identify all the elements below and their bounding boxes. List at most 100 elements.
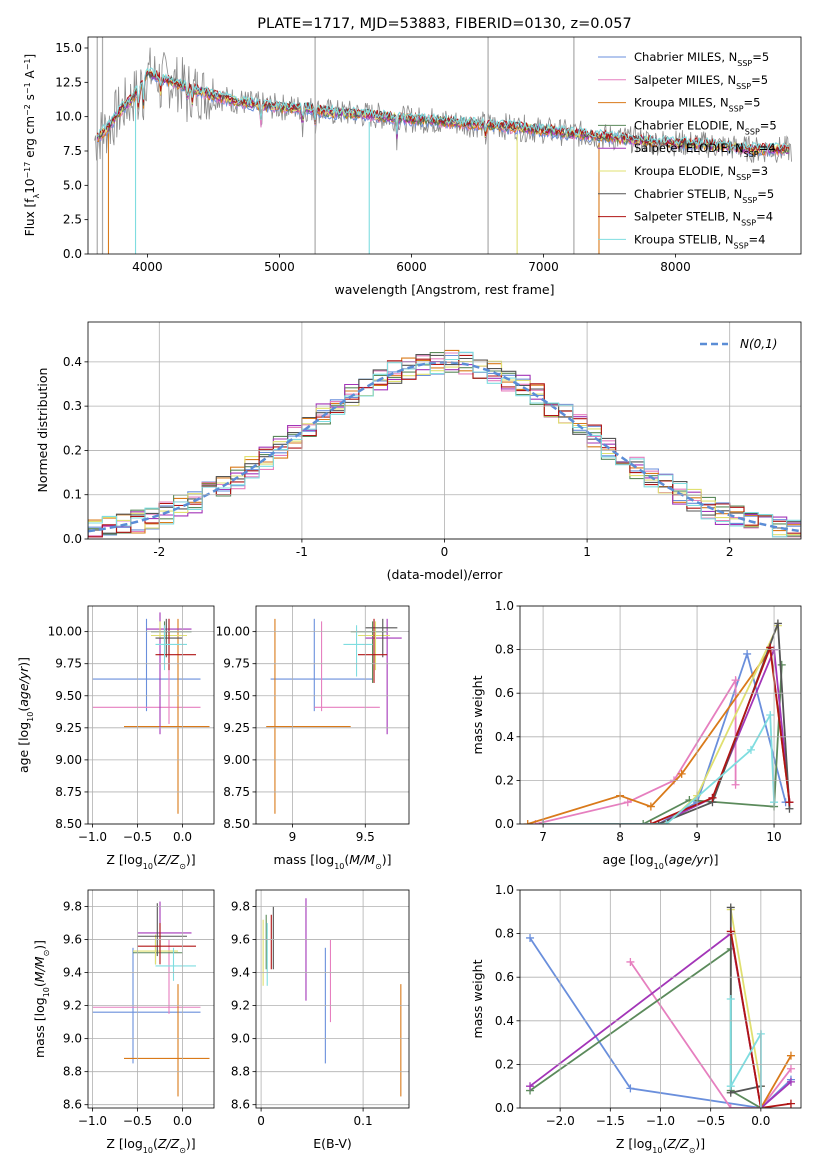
x-tick-label: 5000 bbox=[264, 260, 295, 274]
data-point-marker bbox=[746, 745, 755, 754]
y-axis-label: age [log10(age/yr)] bbox=[16, 657, 35, 773]
plot-area bbox=[92, 612, 210, 814]
y-axis-label: mass [log10(M/M⊙)] bbox=[32, 940, 51, 1058]
data-point-marker bbox=[766, 711, 775, 719]
data-point-marker bbox=[523, 820, 532, 824]
axes-frame bbox=[519, 605, 802, 825]
y-tick-label: 8.50 bbox=[55, 817, 82, 831]
y-tick-label: 9.75 bbox=[55, 657, 82, 671]
chart-title: PLATE=1717, MJD=53883, FIBERID=0130, z=0… bbox=[257, 16, 631, 32]
x-tick-label: −1.0 bbox=[646, 1114, 675, 1128]
chart-panel-7: 0 0.1 8.6 8.8 9.0 9.2 9.4 9.6 9.8 E(B-V) bbox=[231, 889, 410, 1151]
y-tick-label: 9.8 bbox=[63, 900, 82, 914]
x-axis-label: mass [log10(M/M⊙)] bbox=[273, 852, 391, 871]
x-axis-label: age [log10(age/yr)] bbox=[602, 852, 718, 871]
data-point-marker bbox=[677, 769, 686, 778]
chart-panel-3: −1.0 −0.5 0.0 8.50 8.75 9.00 9.25 9.50 9.75 10.00… bbox=[16, 605, 215, 871]
y-tick-label: 0.4 bbox=[495, 1014, 514, 1028]
y-tick-label: 0.0 bbox=[495, 817, 514, 831]
y-tick-label: 0.8 bbox=[495, 643, 514, 657]
axes-frame bbox=[255, 889, 410, 1109]
x-tick-label: 0.0 bbox=[173, 1114, 192, 1128]
y-tick-label: 9.0 bbox=[63, 1032, 82, 1046]
chart-panel-1: 4000 5000 6000 7000 8000 0.0 2.5 5.0 7.5 10.0 12.5… bbox=[23, 16, 802, 297]
y-tick-label: 10.00 bbox=[48, 625, 82, 639]
y-tick-label: 9.00 bbox=[55, 753, 82, 767]
plot-area bbox=[262, 898, 402, 1097]
y-tick-label: 8.8 bbox=[63, 1065, 82, 1079]
x-axis-label: Z [log10(Z/Z⊙)] bbox=[106, 1136, 195, 1155]
legend-label: Salpeter MILES, NSSP=5 bbox=[634, 73, 768, 91]
y-tick-label: 0.2 bbox=[495, 1057, 514, 1071]
x-tick-label: 10 bbox=[766, 830, 781, 844]
mass-weight-line bbox=[729, 931, 792, 1108]
y-tick-label: 9.50 bbox=[223, 689, 250, 703]
y-tick-label: 0.0 bbox=[495, 1101, 514, 1115]
data-point-marker bbox=[726, 1082, 735, 1091]
axes-frame bbox=[255, 605, 410, 825]
y-tick-label: 9.6 bbox=[63, 933, 82, 947]
legend-label: Chabrier STELIB, NSSP=5 bbox=[634, 187, 774, 205]
y-tick-label: 8.8 bbox=[231, 1065, 250, 1079]
legend-label: Chabrier ELODIE, NSSP=5 bbox=[634, 118, 777, 136]
y-tick-label: 8.6 bbox=[63, 1098, 82, 1112]
y-tick-label: 9.50 bbox=[55, 689, 82, 703]
y-tick-label: 1.0 bbox=[495, 599, 514, 613]
x-tick-label: −0.5 bbox=[696, 1114, 725, 1128]
x-axis-label: Z [log10(Z/Z⊙)] bbox=[616, 1136, 705, 1155]
x-tick-label: 9.5 bbox=[356, 830, 375, 844]
y-axis-label: mass weight bbox=[470, 959, 485, 1038]
data-point-marker bbox=[626, 957, 635, 966]
data-point-marker bbox=[786, 1051, 795, 1060]
x-tick-label: 0.0 bbox=[173, 830, 192, 844]
y-axis-label: Flux [fλ10−17 erg cm−2 s−1 A−1] bbox=[23, 54, 41, 236]
data-point-marker bbox=[639, 820, 648, 824]
x-axis-label: wavelength [Angstrom, rest frame] bbox=[334, 282, 554, 297]
axes-frame bbox=[87, 889, 215, 1109]
data-point-marker bbox=[726, 1104, 735, 1108]
x-axis-label: Z [log10(Z/Z⊙)] bbox=[106, 852, 195, 871]
y-tick-label: 8.6 bbox=[231, 1098, 250, 1112]
x-tick-label: 7 bbox=[539, 830, 547, 844]
y-tick-label: 9.00 bbox=[223, 753, 250, 767]
y-tick-label: 9.0 bbox=[231, 1032, 250, 1046]
chart-panel-8: −2.0 −1.5 −1.0 −0.5 0.0 0.0 0.2 0.4 0.6 0.8 1.0 mas… bbox=[470, 883, 802, 1155]
legend-label: Chabrier MILES, NSSP=5 bbox=[634, 50, 769, 68]
x-tick-label: 9 bbox=[693, 830, 701, 844]
model-spectrum-line bbox=[96, 70, 790, 152]
y-tick-label: 12.5 bbox=[55, 75, 82, 89]
x-tick-label: −1.5 bbox=[596, 1114, 625, 1128]
y-tick-label: 0.3 bbox=[63, 399, 82, 413]
y-tick-label: 9.6 bbox=[231, 933, 250, 947]
data-point-marker bbox=[786, 1099, 795, 1108]
y-tick-label: 9.25 bbox=[223, 721, 250, 735]
data-point-marker bbox=[623, 798, 632, 807]
axes-frame bbox=[87, 36, 802, 255]
mass-weight-line bbox=[543, 623, 791, 824]
model-spectrum-line bbox=[97, 67, 790, 152]
data-point-marker bbox=[777, 660, 786, 669]
y-tick-label: 9.2 bbox=[63, 999, 82, 1013]
data-point-marker bbox=[646, 802, 655, 811]
data-point-marker bbox=[786, 1077, 795, 1086]
y-tick-label: 9.8 bbox=[231, 900, 250, 914]
y-tick-label: 5.0 bbox=[63, 178, 82, 192]
y-tick-label: 0.6 bbox=[495, 970, 514, 984]
data-point-marker bbox=[626, 1084, 635, 1093]
data-point-marker bbox=[726, 903, 735, 912]
x-tick-label: 0.0 bbox=[751, 1114, 770, 1128]
chart-panel-6: −1.0 −0.5 0.0 8.6 8.8 9.0 9.2 9.4 9.6 9.8 Z [log10… bbox=[32, 889, 215, 1155]
y-tick-label: 0.0 bbox=[63, 532, 82, 546]
mass-weight-line bbox=[529, 947, 762, 1108]
y-tick-label: 2.5 bbox=[63, 213, 82, 227]
plot-area bbox=[523, 619, 794, 824]
y-tick-label: 0.8 bbox=[495, 927, 514, 941]
data-point-marker bbox=[731, 676, 740, 685]
data-point-marker bbox=[646, 820, 655, 824]
y-axis-label: mass weight bbox=[470, 675, 485, 754]
y-tick-label: 8.75 bbox=[223, 785, 250, 799]
x-tick-label: 7000 bbox=[528, 260, 559, 274]
legend-label: Salpeter STELIB, NSSP=4 bbox=[634, 210, 773, 228]
x-tick-label: 1 bbox=[583, 545, 591, 559]
y-tick-label: 0.0 bbox=[63, 247, 82, 261]
